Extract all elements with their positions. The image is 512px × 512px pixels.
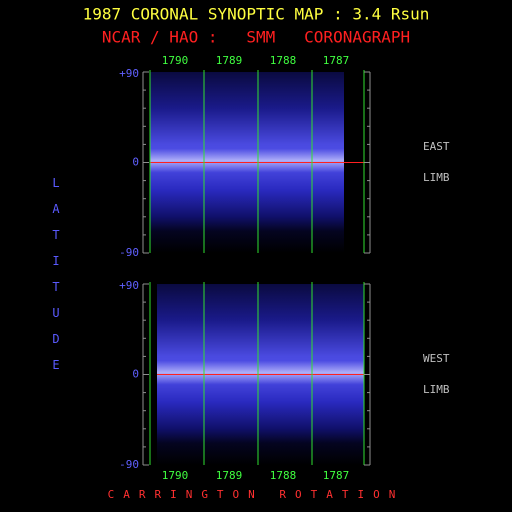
rotation-label: 1790: [162, 54, 189, 67]
y-tick-label: +90: [119, 279, 139, 292]
streamer-belt: [157, 360, 364, 385]
rotation-label: 1787: [323, 469, 350, 482]
rotation-label: 1790: [162, 469, 189, 482]
subtitle: NCAR / HAO : SMM CORONAGRAPH: [102, 28, 410, 47]
limb-label: EAST: [423, 140, 450, 153]
y-tick-label: +90: [119, 67, 139, 80]
y-tick-label: -90: [119, 246, 139, 259]
rotation-label: 1789: [216, 54, 243, 67]
y-axis-label: LATITUDE: [52, 176, 60, 372]
y-tick-label: 0: [132, 368, 139, 381]
rotation-label: 1789: [216, 469, 243, 482]
y-tick-label: 0: [132, 156, 139, 169]
rotation-label: 1787: [323, 54, 350, 67]
limb-label: LIMB: [423, 171, 450, 184]
streamer-belt: [150, 148, 344, 173]
rotation-label: 1788: [270, 54, 297, 67]
y-tick-label: -90: [119, 458, 139, 471]
x-axis-label: CARRINGTON ROTATION: [108, 488, 405, 501]
limb-label: LIMB: [423, 383, 450, 396]
rotation-label: 1788: [270, 469, 297, 482]
limb-label: WEST: [423, 352, 450, 365]
title: 1987 CORONAL SYNOPTIC MAP : 3.4 Rsun: [83, 5, 430, 24]
